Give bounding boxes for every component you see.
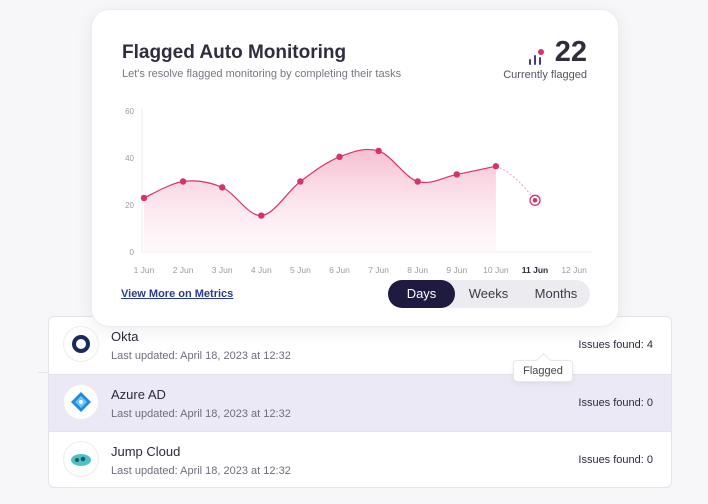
integration-updated: Last updated: April 18, 2023 at 12:32 [111, 465, 291, 477]
data-point[interactable] [336, 153, 343, 161]
x-tick-label: 1 Jun [134, 265, 155, 275]
flagged-tooltip: Flagged [513, 360, 573, 382]
integration-name: Azure AD [111, 387, 166, 402]
x-tick-label: 9 Jun [446, 265, 467, 275]
flagged-area-chart: 0 20 40 60 1 Jun 2 Jun 3 Jun 4 Jun 5 Jun 6 Jun 7 … [125, 107, 592, 275]
x-tick-label: 3 Jun [212, 265, 233, 275]
y-tick-label: 0 [130, 248, 135, 257]
flagged-count: 22 [554, 36, 587, 68]
data-point[interactable] [140, 194, 148, 202]
integration-row-azure-ad[interactable]: Azure AD Last updated: April 18, 2023 at… [49, 374, 671, 432]
data-point[interactable] [492, 163, 500, 170]
y-tick-label: 20 [125, 201, 134, 210]
view-more-metrics-link[interactable]: View More on Metrics [121, 288, 234, 300]
x-tick-label: 4 Jun [251, 265, 272, 275]
integration-issues: Issues found: 4 [578, 339, 653, 351]
tab-days[interactable]: Days [388, 280, 455, 308]
integrations-list: Okta Last updated: April 18, 2023 at 12:… [48, 316, 672, 488]
integration-issues: Issues found: 0 [578, 454, 653, 466]
divider [38, 372, 48, 373]
data-point[interactable] [258, 212, 265, 219]
integration-row-okta[interactable]: Okta Last updated: April 18, 2023 at 12:… [49, 317, 671, 375]
integration-name: Okta [111, 329, 139, 344]
flagged-count-label: Currently flagged [503, 69, 587, 81]
data-point[interactable] [414, 178, 421, 185]
x-tick-label: 12 Jun [561, 265, 587, 275]
data-point[interactable] [219, 184, 226, 191]
x-tick-label: 8 Jun [407, 265, 428, 275]
flagged-monitoring-card: Flagged Auto Monitoring Let's resolve fl… [91, 9, 619, 327]
data-point[interactable] [453, 171, 460, 178]
integration-name: Jump Cloud [111, 444, 181, 459]
data-point[interactable] [375, 147, 382, 155]
jumpcloud-logo-icon [63, 441, 99, 477]
x-tick-label: 2 Jun [173, 265, 194, 275]
chart-area [144, 149, 496, 252]
range-toggle: Days Weeks Months [388, 280, 590, 308]
tab-months[interactable]: Months [534, 286, 578, 301]
integration-issues: Issues found: 0 [578, 397, 653, 409]
x-tick-label: 7 Jun [368, 265, 389, 275]
okta-logo-icon [63, 326, 99, 362]
x-tick-label: 6 Jun [329, 265, 350, 275]
tab-weeks[interactable]: Weeks [468, 286, 509, 301]
data-point[interactable] [179, 178, 187, 185]
azure-ad-logo-icon [63, 384, 99, 420]
x-tick-label: 5 Jun [290, 265, 311, 275]
flagged-chart-icon [529, 49, 544, 65]
y-tick-label: 60 [125, 107, 134, 116]
data-point[interactable] [297, 178, 304, 185]
chart-line [143, 148, 497, 217]
y-tick-label: 40 [125, 154, 134, 163]
card-subtitle: Let's resolve flagged monitoring by comp… [122, 68, 402, 80]
x-tick-label: 10 Jun [483, 265, 509, 275]
chart-projection-line [495, 165, 536, 201]
x-tick-label: 11 Jun [522, 265, 548, 275]
card-title: Flagged Auto Monitoring [122, 42, 347, 63]
projected-point-core [532, 198, 538, 203]
integration-row-jump-cloud[interactable]: Jump Cloud Last updated: April 18, 2023 … [49, 431, 671, 487]
integration-updated: Last updated: April 18, 2023 at 12:32 [111, 408, 291, 420]
integration-updated: Last updated: April 18, 2023 at 12:32 [111, 350, 291, 362]
